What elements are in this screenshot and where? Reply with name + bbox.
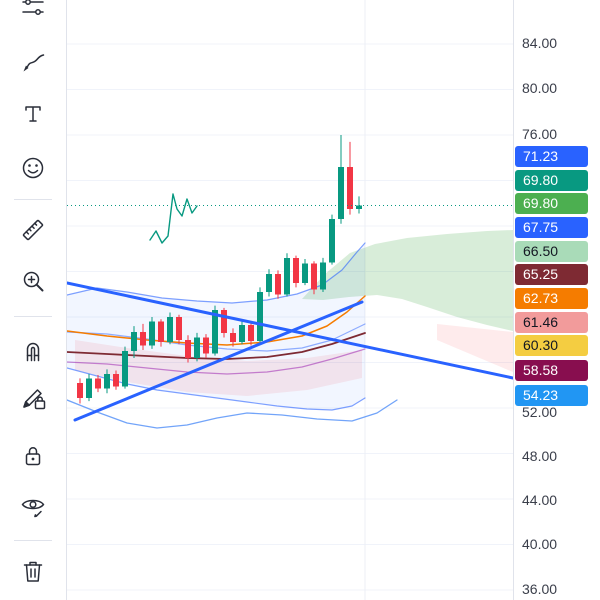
text-tool-icon: [25, 106, 41, 122]
text-tool-button[interactable]: [19, 99, 47, 127]
ma-orange: [67, 295, 366, 346]
candle-body: [158, 321, 164, 343]
candle-body: [104, 373, 110, 389]
candle-body: [329, 219, 335, 263]
price-badge: 69.80: [515, 170, 588, 191]
candle-body: [248, 324, 254, 341]
candle-body: [95, 378, 101, 389]
bollinger-basis: [67, 323, 366, 352]
price-badge: 67.75: [515, 217, 588, 238]
candle-body: [293, 257, 299, 283]
price-badge: 71.23: [515, 146, 588, 167]
candle-body: [239, 324, 245, 343]
price-badge: 54.23: [515, 385, 588, 406]
ichimoku-cloud-bearish-left: [75, 340, 362, 396]
candle-body: [131, 331, 137, 352]
candle-body: [194, 337, 200, 358]
trend-line-ascending[interactable]: [73, 300, 364, 422]
axis-label: 80.00: [522, 80, 558, 96]
lock-all-drawings-button[interactable]: [19, 442, 47, 470]
drawing-toolbar: [0, 0, 67, 600]
measure-tool-icon: [22, 219, 44, 241]
candle-body: [221, 310, 227, 333]
candle-body: [311, 263, 317, 290]
axis-label: 48.00: [522, 448, 558, 464]
remove-drawings-button[interactable]: [19, 557, 47, 585]
ma-purple: [67, 348, 366, 375]
toolbar-divider: [14, 316, 52, 317]
toolbar-divider: [14, 540, 52, 541]
candle-body: [140, 331, 146, 346]
axis-label: 84.00: [522, 35, 558, 51]
candle-body: [176, 317, 182, 340]
zoom-in-tool-button[interactable]: [19, 267, 47, 295]
magnet-tool-icon: [26, 342, 40, 362]
candle-body: [302, 263, 308, 283]
drawing-mode-lock-icon: [23, 389, 46, 410]
candle-body: [284, 257, 290, 295]
candle-body: [185, 339, 191, 358]
hide-all-drawings-button[interactable]: [19, 492, 47, 520]
price-badge: 60.30: [515, 335, 588, 356]
price-badge: 66.50: [515, 241, 588, 262]
lock-all-drawings-icon: [25, 446, 41, 466]
axis-label: 40.00: [522, 536, 558, 552]
measure-tool-button[interactable]: [19, 216, 47, 244]
candle-body: [149, 321, 155, 346]
candle-body: [347, 166, 353, 209]
candle-body: [356, 205, 362, 209]
candle-body: [320, 262, 326, 290]
price-badge: 58.58: [515, 360, 588, 381]
kijun-blue-curve: [67, 399, 398, 429]
remove-drawings-icon: [23, 561, 43, 582]
candle-body: [113, 373, 119, 387]
zoom-in-tool-icon: [23, 271, 44, 292]
candle-body: [275, 273, 281, 295]
emoji-tool-icon: [22, 157, 44, 179]
price-scale[interactable]: 84.00 80.00 76.00 52.00 48.00 44.00 40.00 36.00…: [513, 0, 600, 600]
candle-body: [167, 317, 173, 343]
candle-body: [86, 378, 92, 398]
axis-label: 76.00: [522, 126, 558, 142]
ichimoku-cloud-bearish-right: [437, 324, 513, 372]
toolbar-divider: [14, 199, 52, 200]
candle-body: [338, 166, 344, 220]
candle-body: [257, 291, 263, 341]
candle-body: [77, 382, 83, 398]
brush-tool-button[interactable]: [19, 48, 47, 76]
fib-tool-button[interactable]: [19, 0, 47, 20]
fib-tool-icon: [22, 0, 44, 15]
bollinger-upper-band: [67, 242, 366, 304]
candle-body: [122, 351, 128, 387]
candle-body: [203, 337, 209, 354]
chart-svg[interactable]: [67, 0, 513, 600]
brush-tool-icon: [23, 54, 45, 72]
axis-label: 36.00: [522, 581, 558, 597]
candle-body: [212, 310, 218, 354]
chikou-span: [149, 193, 198, 244]
price-badge: 61.46: [515, 312, 588, 333]
candle-body: [230, 332, 236, 343]
magnet-tool-button[interactable]: [19, 336, 47, 364]
candles-layer: [77, 135, 362, 404]
drawing-mode-lock-button[interactable]: [19, 384, 47, 412]
price-badge: 62.73: [515, 288, 588, 309]
hide-all-drawings-icon: [21, 499, 45, 518]
axis-label: 44.00: [522, 492, 558, 508]
candle-body: [266, 273, 272, 292]
chart-area[interactable]: [67, 0, 513, 600]
price-badge: 69.80: [515, 193, 588, 214]
axis-label: 52.00: [522, 404, 558, 420]
emoji-tool-button[interactable]: [19, 154, 47, 182]
price-badge: 65.25: [515, 264, 588, 285]
